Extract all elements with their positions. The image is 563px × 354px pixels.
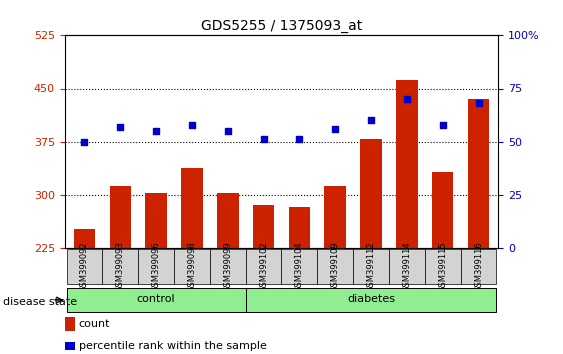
Point [187,122,196,127]
Bar [389,249,425,284]
Bar [353,249,389,284]
Text: GSM399098: GSM399098 [187,241,196,292]
Text: GSM399099: GSM399099 [224,241,233,292]
Text: GSM399112: GSM399112 [367,241,376,292]
Text: diabetes: diabetes [347,295,395,304]
Bar [324,186,346,248]
Bar [74,229,95,248]
Text: control: control [137,295,176,304]
Text: GSM399114: GSM399114 [403,241,412,292]
Bar [468,99,489,248]
Bar [102,249,138,284]
Bar [145,193,167,248]
Text: disease state: disease state [3,297,77,307]
Bar [217,193,239,248]
Point [151,128,160,134]
Bar [318,249,353,284]
Bar [289,207,310,248]
Text: GSM399092: GSM399092 [80,241,89,292]
Point [403,96,412,102]
Text: GSM399096: GSM399096 [151,241,160,292]
Bar [360,139,382,248]
Bar [282,249,318,284]
Point [367,118,376,123]
Bar [210,249,245,284]
Bar [110,186,131,248]
Point [80,139,89,144]
Text: GSM399102: GSM399102 [259,241,268,292]
Bar [66,249,102,284]
Text: GSM399115: GSM399115 [438,241,447,292]
Point [330,126,339,132]
Text: count: count [79,319,110,329]
Point [295,137,304,142]
Text: GSM399104: GSM399104 [295,241,304,292]
Bar [432,172,453,248]
Bar [245,288,497,312]
Bar [396,80,418,248]
Point [224,128,233,134]
Bar [245,249,282,284]
Bar [174,249,210,284]
Point [474,101,483,106]
Text: GSM399116: GSM399116 [474,241,483,292]
Text: percentile rank within the sample: percentile rank within the sample [79,341,267,351]
Title: GDS5255 / 1375093_at: GDS5255 / 1375093_at [201,19,362,33]
Point [116,124,125,130]
Bar [181,168,203,248]
Bar [461,249,497,284]
Bar [253,205,274,248]
Bar [66,288,245,312]
Point [438,122,447,127]
Bar [138,249,174,284]
Bar [425,249,461,284]
Text: GSM399093: GSM399093 [116,241,125,292]
Point [259,137,268,142]
Text: GSM399109: GSM399109 [330,241,339,292]
